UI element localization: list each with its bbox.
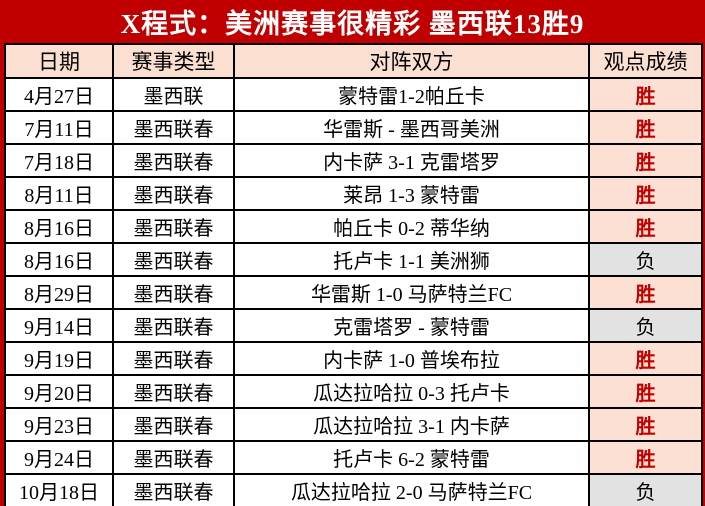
date-cell: 9月19日 [4, 341, 114, 376]
table-body: 4月27日 墨西联 蒙特雷1-2帕丘卡胜 7月11日 墨西联春 华雷斯 - 墨西哥美洲胜 7… [4, 77, 703, 506]
result-cell: 胜 [588, 341, 703, 376]
league-cell: 墨西联春 [112, 473, 235, 506]
league-cell: 墨西联春 [112, 407, 235, 442]
result-cell: 胜 [588, 110, 703, 145]
match-cell: 托卢卡 6-2 蒙特雷 [233, 440, 590, 475]
header-row: 日期 赛事类型 对阵双方 观点成绩 [4, 43, 703, 79]
page-title: X程式：美洲赛事很精彩 墨西联13胜9 [120, 9, 585, 39]
result-cell: 胜 [588, 407, 703, 442]
table-row: 10月18日 墨西联春 瓜达拉哈拉 2-0 马萨特兰FC 负 [4, 473, 703, 506]
result-cell: 胜 [588, 440, 703, 475]
date-cell: 9月23日 [4, 407, 114, 442]
result-cell: 胜 [588, 143, 703, 178]
league-cell: 墨西联春 [112, 374, 235, 409]
match-cell: 内卡萨 1-0 普埃布拉 [233, 341, 590, 376]
match-cell: 瓜达拉哈拉 3-1 内卡萨 [233, 407, 590, 442]
date-cell: 7月18日 [4, 143, 114, 178]
col-header-league: 赛事类型 [112, 43, 235, 79]
match-cell: 内卡萨 3-1 克雷塔罗 [233, 143, 590, 178]
col-header-match: 对阵双方 [233, 43, 590, 79]
result-cell: 胜 [588, 374, 703, 409]
match-cell: 克雷塔罗 - 蒙特雷 [233, 308, 590, 343]
col-header-result: 观点成绩 [588, 43, 703, 79]
date-cell: 8月16日 [4, 242, 114, 277]
table-row: 9月19日 墨西联春 内卡萨 1-0 普埃布拉胜 [4, 341, 703, 376]
league-cell: 墨西联春 [112, 440, 235, 475]
table-row: 4月27日 墨西联 蒙特雷1-2帕丘卡胜 [4, 77, 703, 112]
league-cell: 墨西联春 [112, 143, 235, 178]
date-cell: 7月11日 [4, 110, 114, 145]
league-cell: 墨西联春 [112, 209, 235, 244]
date-cell: 8月11日 [4, 176, 114, 211]
result-cell: 负 [588, 473, 703, 506]
table-row: 8月16日 墨西联春 托卢卡 1-1 美洲狮负 [4, 242, 703, 277]
league-cell: 墨西联春 [112, 176, 235, 211]
match-cell: 莱昂 1-3 蒙特雷 [233, 176, 590, 211]
table-row: 9月24日 墨西联春 托卢卡 6-2 蒙特雷胜 [4, 440, 703, 475]
league-cell: 墨西联春 [112, 110, 235, 145]
match-cell: 华雷斯 1-0 马萨特兰FC [233, 275, 590, 310]
table-row: 8月29日 墨西联春 华雷斯 1-0 马萨特兰FC 胜 [4, 275, 703, 310]
match-cell: 蒙特雷1-2帕丘卡 [233, 77, 590, 112]
table-row: 7月18日 墨西联春 内卡萨 3-1 克雷塔罗胜 [4, 143, 703, 178]
match-cell: 华雷斯 - 墨西哥美洲 [233, 110, 590, 145]
league-cell: 墨西联春 [112, 275, 235, 310]
date-cell: 9月20日 [4, 374, 114, 409]
result-cell: 胜 [588, 275, 703, 310]
table-row: 9月14日 墨西联春 克雷塔罗 - 蒙特雷负 [4, 308, 703, 343]
result-cell: 胜 [588, 77, 703, 112]
table-row: 9月23日 墨西联春 瓜达拉哈拉 3-1 内卡萨胜 [4, 407, 703, 442]
result-cell: 负 [588, 308, 703, 343]
result-cell: 胜 [588, 176, 703, 211]
date-cell: 9月14日 [4, 308, 114, 343]
table-row: 8月11日 墨西联春 莱昂 1-3 蒙特雷胜 [4, 176, 703, 211]
table-row: 9月20日 墨西联春 瓜达拉哈拉 0-3 托卢卡胜 [4, 374, 703, 409]
date-cell: 9月24日 [4, 440, 114, 475]
date-cell: 8月29日 [4, 275, 114, 310]
match-cell: 托卢卡 1-1 美洲狮 [233, 242, 590, 277]
table-row: 8月16日 墨西联春 帕丘卡 0-2 蒂华纳胜 [4, 209, 703, 244]
col-header-date: 日期 [4, 43, 114, 79]
result-cell: 胜 [588, 209, 703, 244]
date-cell: 4月27日 [4, 77, 114, 112]
result-cell: 负 [588, 242, 703, 277]
table-row: 7月11日 墨西联春 华雷斯 - 墨西哥美洲胜 [4, 110, 703, 145]
match-cell: 瓜达拉哈拉 2-0 马萨特兰FC [233, 473, 590, 506]
league-cell: 墨西联春 [112, 308, 235, 343]
league-cell: 墨西联春 [112, 341, 235, 376]
results-table: 日期 赛事类型 对阵双方 观点成绩 4月27日 墨西联 蒙特雷1-2帕丘卡胜 7月11日 墨西… [4, 43, 703, 506]
match-cell: 瓜达拉哈拉 0-3 托卢卡 [233, 374, 590, 409]
match-cell: 帕丘卡 0-2 蒂华纳 [233, 209, 590, 244]
league-cell: 墨西联 [112, 77, 235, 112]
date-cell: 10月18日 [4, 473, 114, 506]
league-cell: 墨西联春 [112, 242, 235, 277]
date-cell: 8月16日 [4, 209, 114, 244]
